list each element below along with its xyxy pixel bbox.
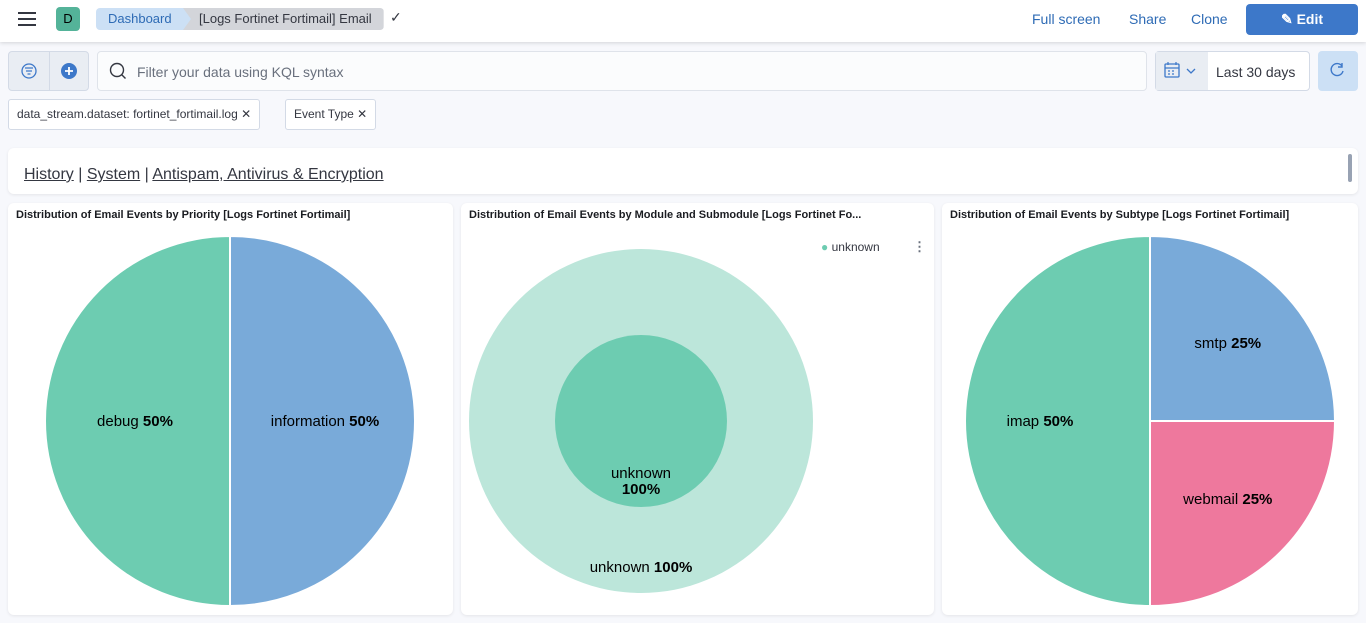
menu-icon[interactable] [18, 12, 36, 28]
link-system[interactable]: System [86, 166, 141, 183]
search-icon [109, 62, 126, 79]
pie-chart-priority: information 50% debug 50% [44, 234, 416, 608]
edit-label: Edit [1296, 11, 1324, 27]
donut-chart-module: unknown 100% unknown 100% [469, 249, 813, 593]
pie-chart-subtype: smtp 25% webmail 25% imap 50% [964, 234, 1337, 608]
link-history[interactable]: History [24, 166, 74, 183]
date-range-label: Last 30 days [1216, 64, 1296, 80]
slice-label: webmail 25% [1182, 491, 1272, 508]
legend-label: unknown [831, 240, 880, 254]
slice-label: smtp 25% [1194, 335, 1261, 352]
full-screen-link[interactable]: Full screen [1032, 11, 1101, 27]
filter-label: data_stream.dataset: fortinet_fortimail.… [17, 107, 238, 121]
slice-label: imap 50% [1007, 413, 1074, 430]
close-icon[interactable]: ✕ [241, 107, 252, 121]
slice-label: unknown 100% [590, 559, 693, 576]
legend-dot: ● [821, 240, 829, 254]
panel-title: Distribution of Email Events by Subtype … [950, 209, 1290, 221]
slice-information[interactable] [229, 234, 416, 608]
slice-smtp[interactable] [1149, 234, 1337, 422]
slice-label: information 50% [271, 413, 379, 430]
slice-label: debug 50% [97, 413, 173, 430]
edit-button[interactable]: ✎ Edit [1246, 4, 1358, 35]
pencil-icon: ✎ [1280, 11, 1297, 27]
panel-title: Distribution of Email Events by Priority… [16, 209, 351, 221]
panel-title: Distribution of Email Events by Module a… [469, 209, 862, 221]
kql-search-input[interactable]: Filter your data using KQL syntax [97, 51, 1147, 91]
separator: | [78, 166, 83, 183]
filter-label: Event Type [294, 107, 354, 121]
share-link[interactable]: Share [1129, 11, 1167, 27]
refresh-button[interactable] [1318, 51, 1358, 91]
filter-menu-icon[interactable] [9, 52, 49, 90]
slice-imap[interactable] [964, 234, 1151, 608]
panel-options-icon[interactable]: ⋮ [913, 239, 926, 254]
search-placeholder: Filter your data using KQL syntax [137, 64, 344, 80]
calendar-icon[interactable] [1156, 52, 1208, 90]
breadcrumb-dashboard[interactable]: Dashboard [96, 8, 194, 30]
slice-webmail[interactable] [1149, 420, 1337, 608]
slice-debug[interactable] [44, 234, 231, 608]
panel-module: Distribution of Email Events by Module a… [461, 203, 934, 615]
slice-unknown[interactable] [555, 335, 727, 507]
add-filter-icon[interactable] [50, 52, 90, 90]
legend-item[interactable]: ● unknown [821, 240, 880, 254]
top-bar: D Dashboard [Logs Fortinet Fortimail] Em… [0, 0, 1366, 42]
scrollbar[interactable] [1348, 154, 1352, 182]
filter-buttons [8, 51, 89, 91]
close-icon[interactable]: ✕ [357, 107, 368, 121]
filter-pill-event-type[interactable]: Event Type ✕ [285, 99, 377, 130]
markdown-nav-panel: History | System | Antispam, Antivirus &… [8, 148, 1358, 194]
panel-priority: Distribution of Email Events by Priority… [8, 203, 453, 615]
separator: | [144, 166, 149, 183]
filter-pill-dataset[interactable]: data_stream.dataset: fortinet_fortimail.… [8, 99, 261, 130]
panel-subtype: Distribution of Email Events by Subtype … [942, 203, 1358, 615]
link-antispam[interactable]: Antispam, Antivirus & Encryption [152, 166, 384, 183]
breadcrumb-current: [Logs Fortinet Fortimail] Email [183, 8, 384, 30]
clone-link[interactable]: Clone [1191, 11, 1228, 27]
check-icon[interactable]: ✓ [390, 9, 402, 25]
space-avatar[interactable]: D [56, 7, 80, 31]
date-picker[interactable]: Last 30 days [1155, 51, 1310, 91]
refresh-icon [1330, 62, 1344, 77]
slice-label: unknown 100% [611, 465, 671, 498]
